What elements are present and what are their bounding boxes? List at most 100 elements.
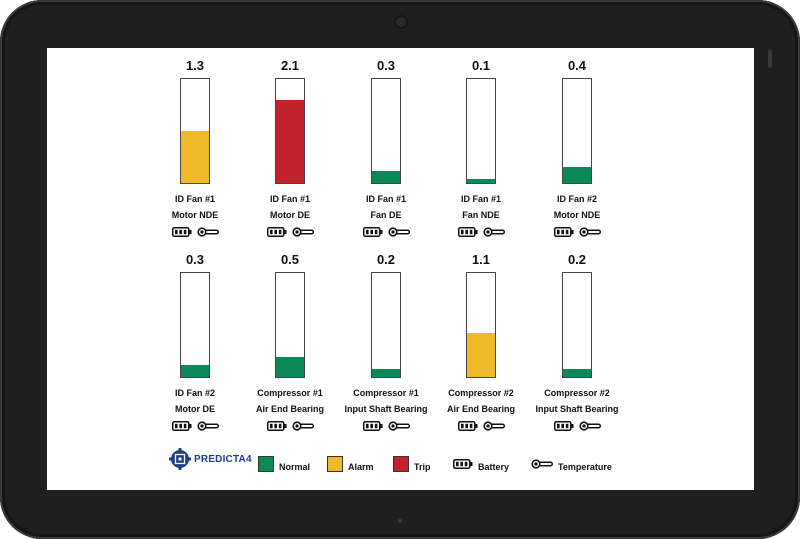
- sensor-reading: 2.1: [280, 58, 300, 73]
- sensor-card[interactable]: 0.4 ID Fan #2 Motor NDE: [527, 58, 627, 239]
- sensor-reading: 0.3: [185, 252, 205, 267]
- sensor-name: ID Fan #1: [269, 194, 310, 204]
- gauge-fill: [563, 369, 591, 377]
- sensor-status-icons: [240, 421, 340, 433]
- legend-trip-label: Trip: [414, 462, 431, 472]
- legend-alarm-label: Alarm: [348, 462, 374, 472]
- legend-normal: Normal: [258, 456, 310, 472]
- sensor-gauge: [562, 78, 592, 184]
- temperature-icon: [291, 418, 314, 436]
- sensor-reading: 0.1: [471, 58, 491, 73]
- legend-temperature-label: Temperature: [558, 462, 612, 472]
- sensor-location: Fan NDE: [462, 210, 500, 220]
- battery-icon: [171, 418, 192, 436]
- sensor-gauge: [466, 272, 496, 378]
- sensor-reading: 0.3: [376, 58, 396, 73]
- temperature-icon: [387, 224, 410, 242]
- sensor-reading: 0.5: [280, 252, 300, 267]
- sensor-name: ID Fan #1: [365, 194, 406, 204]
- legend: PREDICTA4 Normal Alarm Trip: [47, 448, 754, 478]
- sensor-reading: 1.3: [185, 58, 205, 73]
- battery-icon: [171, 224, 192, 242]
- sensor-location: Motor NDE: [171, 210, 219, 220]
- dashboard-screen: 1.3 ID Fan #1 Motor NDE 2.1 ID Fan #1 Motor D…: [47, 48, 754, 490]
- sensor-reading: 0.2: [376, 252, 396, 267]
- legend-battery-label: Battery: [478, 462, 510, 472]
- predicta-logo-icon: [169, 448, 191, 470]
- sensor-location: Motor DE: [175, 404, 215, 414]
- battery-icon: [457, 224, 478, 242]
- sensor-status-icons: [145, 421, 245, 433]
- sensor-card[interactable]: 2.1 ID Fan #1 Motor DE: [240, 58, 340, 239]
- sensor-location: Fan DE: [370, 210, 402, 220]
- sensor-card[interactable]: 0.2 Compressor #2 Input Shaft Bearing: [527, 252, 627, 433]
- trip-swatch: [393, 456, 409, 472]
- gauge-fill: [372, 369, 400, 377]
- sensor-status-icons: [527, 421, 627, 433]
- battery-icon: [266, 418, 287, 436]
- sensor-status-icons: [527, 227, 627, 239]
- sensor-name: Compressor #2: [544, 388, 610, 398]
- sensor-card[interactable]: 0.2 Compressor #1 Input Shaft Bearing: [336, 252, 436, 433]
- temperature-icon: [578, 418, 601, 436]
- battery-icon: [553, 418, 574, 436]
- sensor-gauge: [180, 272, 210, 378]
- sensor-status-icons: [145, 227, 245, 239]
- sensor-card[interactable]: 0.5 Compressor #1 Air End Bearing: [240, 252, 340, 433]
- sensor-name: ID Fan #2: [174, 388, 215, 398]
- sensor-name: Compressor #1: [257, 388, 323, 398]
- legend-trip: Trip: [393, 456, 431, 472]
- sensor-gauge: [275, 78, 305, 184]
- sensor-status-icons: [336, 227, 436, 239]
- sensor-gauge: [275, 272, 305, 378]
- sensor-gauge: [562, 272, 592, 378]
- alarm-swatch: [327, 456, 343, 472]
- sensor-card[interactable]: 1.1 Compressor #2 Air End Bearing: [431, 252, 531, 433]
- sensor-gauge: [466, 78, 496, 184]
- gauge-fill: [181, 365, 209, 377]
- sensor-gauge: [180, 78, 210, 184]
- sensor-status-icons: [431, 227, 531, 239]
- sensor-name: Compressor #2: [448, 388, 514, 398]
- battery-icon: [362, 418, 383, 436]
- battery-icon: [457, 418, 478, 436]
- sensor-location: Input Shaft Bearing: [344, 404, 428, 414]
- sensor-status-icons: [240, 227, 340, 239]
- temperature-icon: [387, 418, 410, 436]
- temperature-icon: [482, 224, 505, 242]
- temperature-icon: [291, 224, 314, 242]
- sensor-reading: 1.1: [471, 252, 491, 267]
- sensor-gauge: [371, 78, 401, 184]
- sensor-card[interactable]: 1.3 ID Fan #1 Motor NDE: [145, 58, 245, 239]
- battery-icon: [266, 224, 287, 242]
- normal-swatch: [258, 456, 274, 472]
- battery-icon: [453, 459, 473, 469]
- sensor-name: ID Fan #2: [556, 194, 597, 204]
- sensor-location: Air End Bearing: [255, 404, 324, 414]
- sensor-card[interactable]: 0.1 ID Fan #1 Fan NDE: [431, 58, 531, 239]
- sensor-card[interactable]: 0.3 ID Fan #2 Motor DE: [145, 252, 245, 433]
- gauge-fill: [467, 179, 495, 183]
- temperature-icon: [482, 418, 505, 436]
- gauge-fill: [467, 333, 495, 377]
- temperature-icon: [196, 224, 219, 242]
- sensor-name: ID Fan #1: [174, 194, 215, 204]
- gauge-fill: [181, 131, 209, 183]
- temperature-icon: [531, 459, 553, 469]
- sensor-location: Motor NDE: [553, 210, 601, 220]
- sensor-name: Compressor #1: [353, 388, 419, 398]
- legend-alarm: Alarm: [327, 456, 374, 472]
- legend-battery: Battery: [453, 456, 509, 472]
- sensor-location: Input Shaft Bearing: [535, 404, 619, 414]
- sensor-reading: 0.4: [567, 58, 587, 73]
- sensor-card[interactable]: 0.3 ID Fan #1 Fan DE: [336, 58, 436, 239]
- temperature-icon: [196, 418, 219, 436]
- legend-temperature: Temperature: [531, 456, 612, 472]
- gauge-fill: [563, 167, 591, 183]
- gauge-fill: [372, 171, 400, 183]
- home-indicator: [398, 519, 402, 523]
- sensor-reading: 0.2: [567, 252, 587, 267]
- side-button: [768, 50, 772, 68]
- sensor-location: Motor DE: [270, 210, 310, 220]
